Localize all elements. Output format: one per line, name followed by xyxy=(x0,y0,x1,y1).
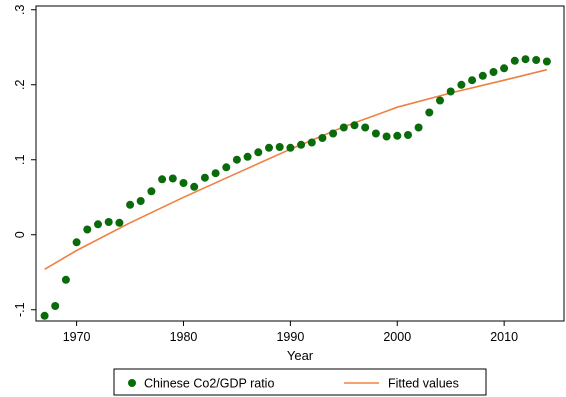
data-point xyxy=(478,71,487,80)
data-point xyxy=(307,138,316,147)
data-point xyxy=(190,182,199,191)
data-point xyxy=(243,152,252,161)
data-point xyxy=(532,56,541,64)
data-point xyxy=(168,174,177,183)
x-axis-label: Year xyxy=(287,348,314,363)
legend-marker-scatter xyxy=(128,379,136,387)
plot-area xyxy=(35,5,565,322)
x-tick-label: 1990 xyxy=(276,330,304,344)
y-axis: -.1 0 .1 .2 .3 xyxy=(13,4,36,317)
data-point xyxy=(136,197,145,205)
y-tick-label: .3 xyxy=(13,4,27,14)
data-point xyxy=(500,64,509,73)
data-point xyxy=(542,57,551,66)
legend-box xyxy=(113,368,487,396)
data-point xyxy=(61,275,70,284)
data-point xyxy=(126,200,135,209)
data-point xyxy=(158,175,167,184)
data-point xyxy=(350,121,359,130)
data-point xyxy=(318,134,327,142)
data-point xyxy=(468,76,477,85)
data-point xyxy=(200,173,209,182)
y-tick-label: -.1 xyxy=(13,302,27,317)
y-tick-label: .2 xyxy=(13,79,27,89)
data-point xyxy=(457,80,466,89)
data-point xyxy=(371,129,380,138)
data-point xyxy=(297,140,306,149)
data-point xyxy=(104,218,113,226)
data-point xyxy=(222,163,231,172)
scatter-points-layer xyxy=(40,55,551,320)
x-axis: 1970 1980 1990 2000 2010 xyxy=(63,321,518,344)
data-point xyxy=(510,56,519,65)
data-point xyxy=(94,220,102,229)
data-point xyxy=(404,131,412,139)
data-point xyxy=(329,129,338,138)
data-point xyxy=(393,131,402,140)
legend-label-line: Fitted values xyxy=(388,377,459,391)
data-point xyxy=(51,302,60,310)
data-point xyxy=(521,55,530,64)
data-point xyxy=(414,123,423,132)
y-tick-label: 0 xyxy=(13,231,27,238)
data-point xyxy=(115,218,124,227)
legend-label-scatter: Chinese Co2/GDP ratio xyxy=(144,377,274,391)
data-point xyxy=(436,96,444,105)
x-tick-label: 1980 xyxy=(170,330,198,344)
data-point xyxy=(265,143,273,152)
x-tick-label: 2010 xyxy=(490,330,518,344)
data-point xyxy=(489,68,498,76)
data-point xyxy=(40,311,49,320)
x-tick-label: 1970 xyxy=(63,330,91,344)
legend: Chinese Co2/GDP ratio Fitted values xyxy=(113,368,487,396)
data-point xyxy=(286,143,295,152)
y-tick-label: .1 xyxy=(13,154,27,164)
data-point xyxy=(361,123,370,132)
data-point xyxy=(232,155,241,164)
data-point xyxy=(275,143,284,151)
x-tick-label: 2000 xyxy=(383,330,411,344)
data-point xyxy=(83,225,92,234)
data-point xyxy=(147,187,156,196)
data-point xyxy=(211,169,220,178)
data-point xyxy=(446,87,455,96)
data-point xyxy=(179,179,188,187)
data-point xyxy=(339,123,348,132)
data-point xyxy=(254,148,263,157)
data-point xyxy=(382,132,391,141)
data-point xyxy=(72,238,81,247)
data-point xyxy=(425,108,434,117)
